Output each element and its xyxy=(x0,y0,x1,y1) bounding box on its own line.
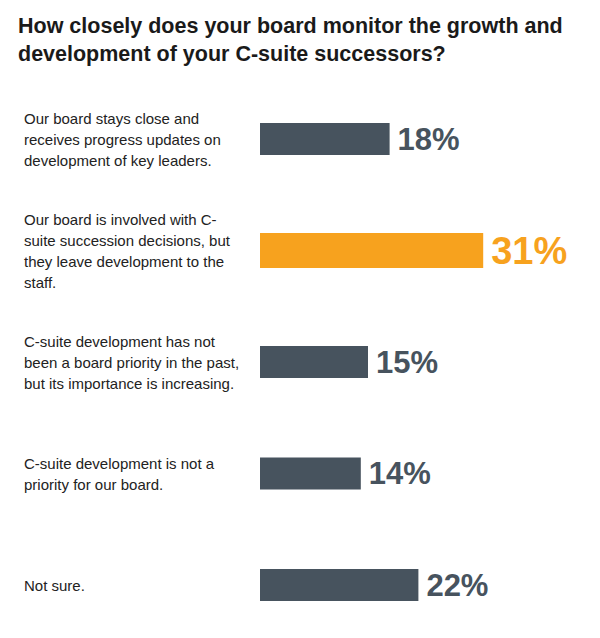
bar xyxy=(260,458,361,490)
category-label: C-suite development has not been a board… xyxy=(24,331,246,394)
bar xyxy=(260,233,483,268)
data-labels: 18% 31% 15% 14% 22% xyxy=(369,122,567,603)
bar xyxy=(260,123,390,155)
bar xyxy=(260,346,368,378)
data-label: 15% xyxy=(376,345,438,380)
category-label: Our board is involved with C-suite succe… xyxy=(24,209,246,293)
bars xyxy=(260,123,483,601)
data-label: 14% xyxy=(369,456,431,491)
data-label: 22% xyxy=(426,568,488,603)
category-label: Not sure. xyxy=(24,575,246,596)
chart-area: 18% 31% 15% 14% 22% xyxy=(0,0,600,638)
data-label: 18% xyxy=(398,122,460,157)
chart-title: How closely does your board monitor the … xyxy=(18,12,588,68)
category-label: Our board stays close and receives progr… xyxy=(24,108,246,171)
category-label: C-suite development is not a priority fo… xyxy=(24,453,246,495)
bar xyxy=(260,569,418,601)
data-label: 31% xyxy=(491,230,567,272)
